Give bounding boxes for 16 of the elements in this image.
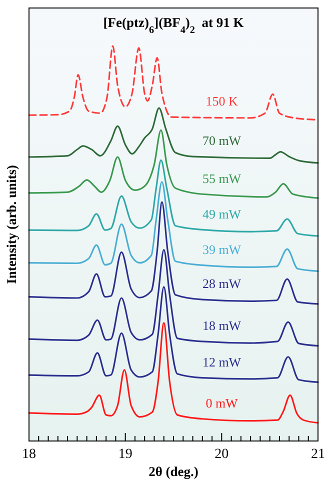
series-label: 0 mW [206, 396, 239, 411]
x-tick-label: 19 [118, 447, 132, 462]
x-axis-title: 2θ (deg.) [148, 464, 198, 479]
series-label: 12 mW [202, 354, 242, 370]
series-label: 49 mW [202, 206, 242, 222]
x-tick-label: 21 [311, 447, 325, 462]
chart-title: [Fe(ptz)$_{6}$](BF$_{4}$)$_{2}$ at 91 K [103, 15, 244, 36]
series-label: 150 K [206, 94, 238, 109]
series-label: 39 mW [202, 242, 242, 258]
series-label: 18 mW [202, 318, 242, 334]
series-label: 55 mW [202, 170, 242, 186]
x-tick-label: 20 [214, 447, 229, 462]
series-label: 70 mW [202, 133, 242, 148]
x-tick-label: 18 [22, 447, 36, 462]
y-axis-title: Intensity (arb. units) [4, 165, 19, 284]
series-label: 28 mW [202, 276, 242, 292]
